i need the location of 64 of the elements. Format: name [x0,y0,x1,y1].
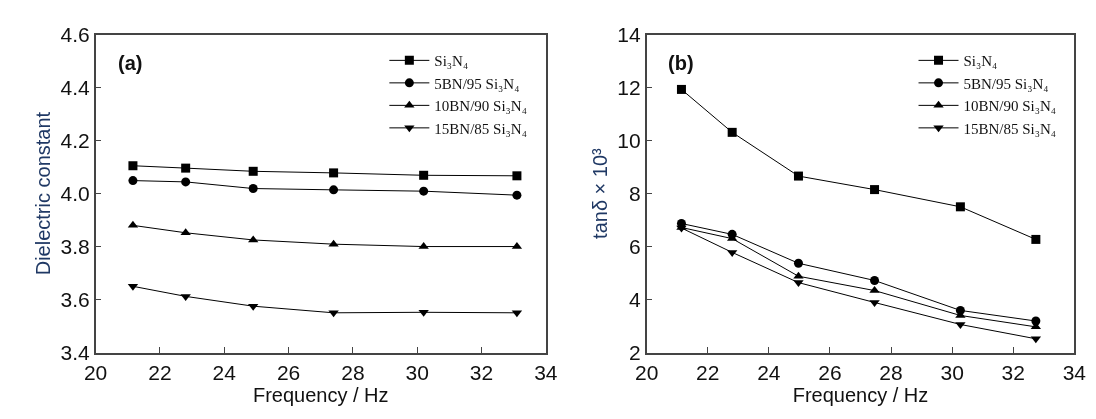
y-tick-label: 10 [617,128,641,152]
x-tick-label: 28 [341,360,365,384]
x-axis-title: Frequency / Hz [252,383,389,406]
y-tick-label: 4.6 [60,22,90,46]
legend-label: 10BN/90 Si₃N₄ [963,98,1057,115]
y-tick-label: 4.4 [60,75,90,99]
x-tick-label: 28 [879,360,903,384]
y-tick-label: 6 [628,234,641,258]
x-tick-label: 24 [212,360,237,384]
x-tick-label: 30 [940,360,964,384]
y-tick-label: 8 [628,181,641,205]
point [248,166,258,176]
legend-label: 5BN/95 Si₃N₄ [434,75,520,92]
x-tick-label: 26 [276,360,301,384]
legend-label: Si₃N₄ [434,53,469,70]
y-tick-label: 3.6 [60,287,90,311]
point [128,161,138,171]
x-tick-label: 34 [1062,360,1087,384]
legend-label: 15BN/85 Si₃N₄ [434,120,527,137]
point [793,280,804,288]
y-tick-label: 14 [617,22,641,46]
point [512,190,522,200]
point [1031,234,1041,244]
legend-label: 15BN/85 Si₃N₄ [963,120,1057,137]
y-tick-label: 4.0 [60,181,90,205]
y-axis-title: Dielectric constant [32,111,55,276]
legend-label: Si₃N₄ [963,53,998,70]
legend-label: 10BN/90 Si₃N₄ [434,98,527,115]
x-tick-label: 26 [818,360,842,384]
x-tick-label: 24 [757,360,781,384]
annotation: (b) [668,52,694,74]
point [329,168,339,178]
point [329,185,339,195]
point [419,170,429,180]
point [128,176,138,186]
legend-label: 5BN/95 Si₃N₄ [963,75,1049,92]
point [793,258,803,268]
point [248,303,259,311]
x-tick-label: 22 [148,360,172,384]
point [676,84,686,94]
x-tick-label: 32 [1001,360,1025,384]
point [248,235,259,243]
point [181,163,191,173]
x-tick-label: 34 [534,360,558,384]
y-axis-title: tanδ × 10³ [589,147,612,239]
point [512,171,522,181]
point [870,275,880,285]
y-tick-label: 4.2 [60,128,90,152]
y-tick-label: 12 [617,75,641,99]
x-tick-label: 22 [696,360,720,384]
point [248,184,258,194]
point [180,228,191,236]
x-tick-label: 32 [469,360,494,384]
x-axis-title: Frequency / Hz [792,383,929,406]
annotation: (a) [118,52,143,74]
x-tick-label: 30 [405,360,429,384]
point [181,177,191,187]
point [870,185,880,195]
point [419,186,429,196]
y-tick-label: 4 [628,287,641,311]
point [727,127,737,137]
point [793,171,803,181]
y-tick-label: 3.8 [60,234,90,258]
point [955,202,965,212]
